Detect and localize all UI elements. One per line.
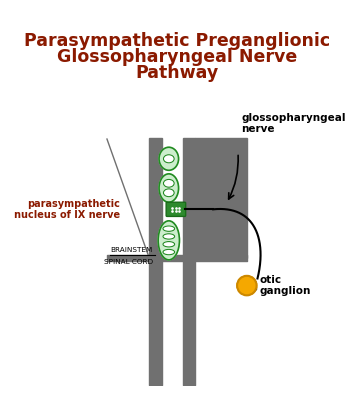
Polygon shape	[195, 138, 247, 258]
Polygon shape	[149, 138, 162, 258]
Ellipse shape	[163, 180, 174, 187]
Ellipse shape	[163, 234, 175, 239]
Text: glossopharyngeal
nerve: glossopharyngeal nerve	[242, 113, 346, 134]
Text: BRAINSTEM: BRAINSTEM	[111, 247, 153, 253]
Ellipse shape	[163, 242, 175, 247]
Text: SPINAL CORD: SPINAL CORD	[104, 259, 153, 265]
Ellipse shape	[163, 155, 174, 163]
FancyBboxPatch shape	[166, 202, 186, 216]
Text: Parasympathetic Preganglionic: Parasympathetic Preganglionic	[24, 32, 330, 50]
Polygon shape	[183, 138, 195, 258]
Ellipse shape	[159, 174, 178, 202]
Polygon shape	[107, 138, 149, 258]
Text: Glossopharyngeal Nerve: Glossopharyngeal Nerve	[57, 48, 297, 66]
Text: Pathway: Pathway	[135, 64, 218, 82]
Ellipse shape	[163, 249, 175, 255]
Ellipse shape	[159, 147, 178, 170]
Text: parasympathetic
nucleus of IX nerve: parasympathetic nucleus of IX nerve	[14, 199, 120, 220]
Text: otic
ganglion: otic ganglion	[259, 275, 311, 296]
Ellipse shape	[163, 226, 175, 231]
Circle shape	[237, 276, 257, 295]
Ellipse shape	[163, 189, 174, 197]
Ellipse shape	[158, 221, 180, 260]
